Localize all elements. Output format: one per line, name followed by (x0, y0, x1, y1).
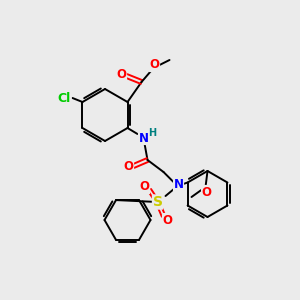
Text: O: O (124, 160, 134, 173)
Text: N: N (173, 178, 184, 191)
Text: O: O (163, 214, 172, 226)
Text: O: O (116, 68, 127, 82)
Text: Cl: Cl (58, 92, 71, 104)
Text: N: N (139, 131, 148, 145)
Text: H: H (148, 128, 157, 138)
Text: O: O (140, 181, 149, 194)
Text: S: S (152, 195, 163, 209)
Text: O: O (202, 185, 212, 199)
Text: O: O (149, 58, 160, 71)
